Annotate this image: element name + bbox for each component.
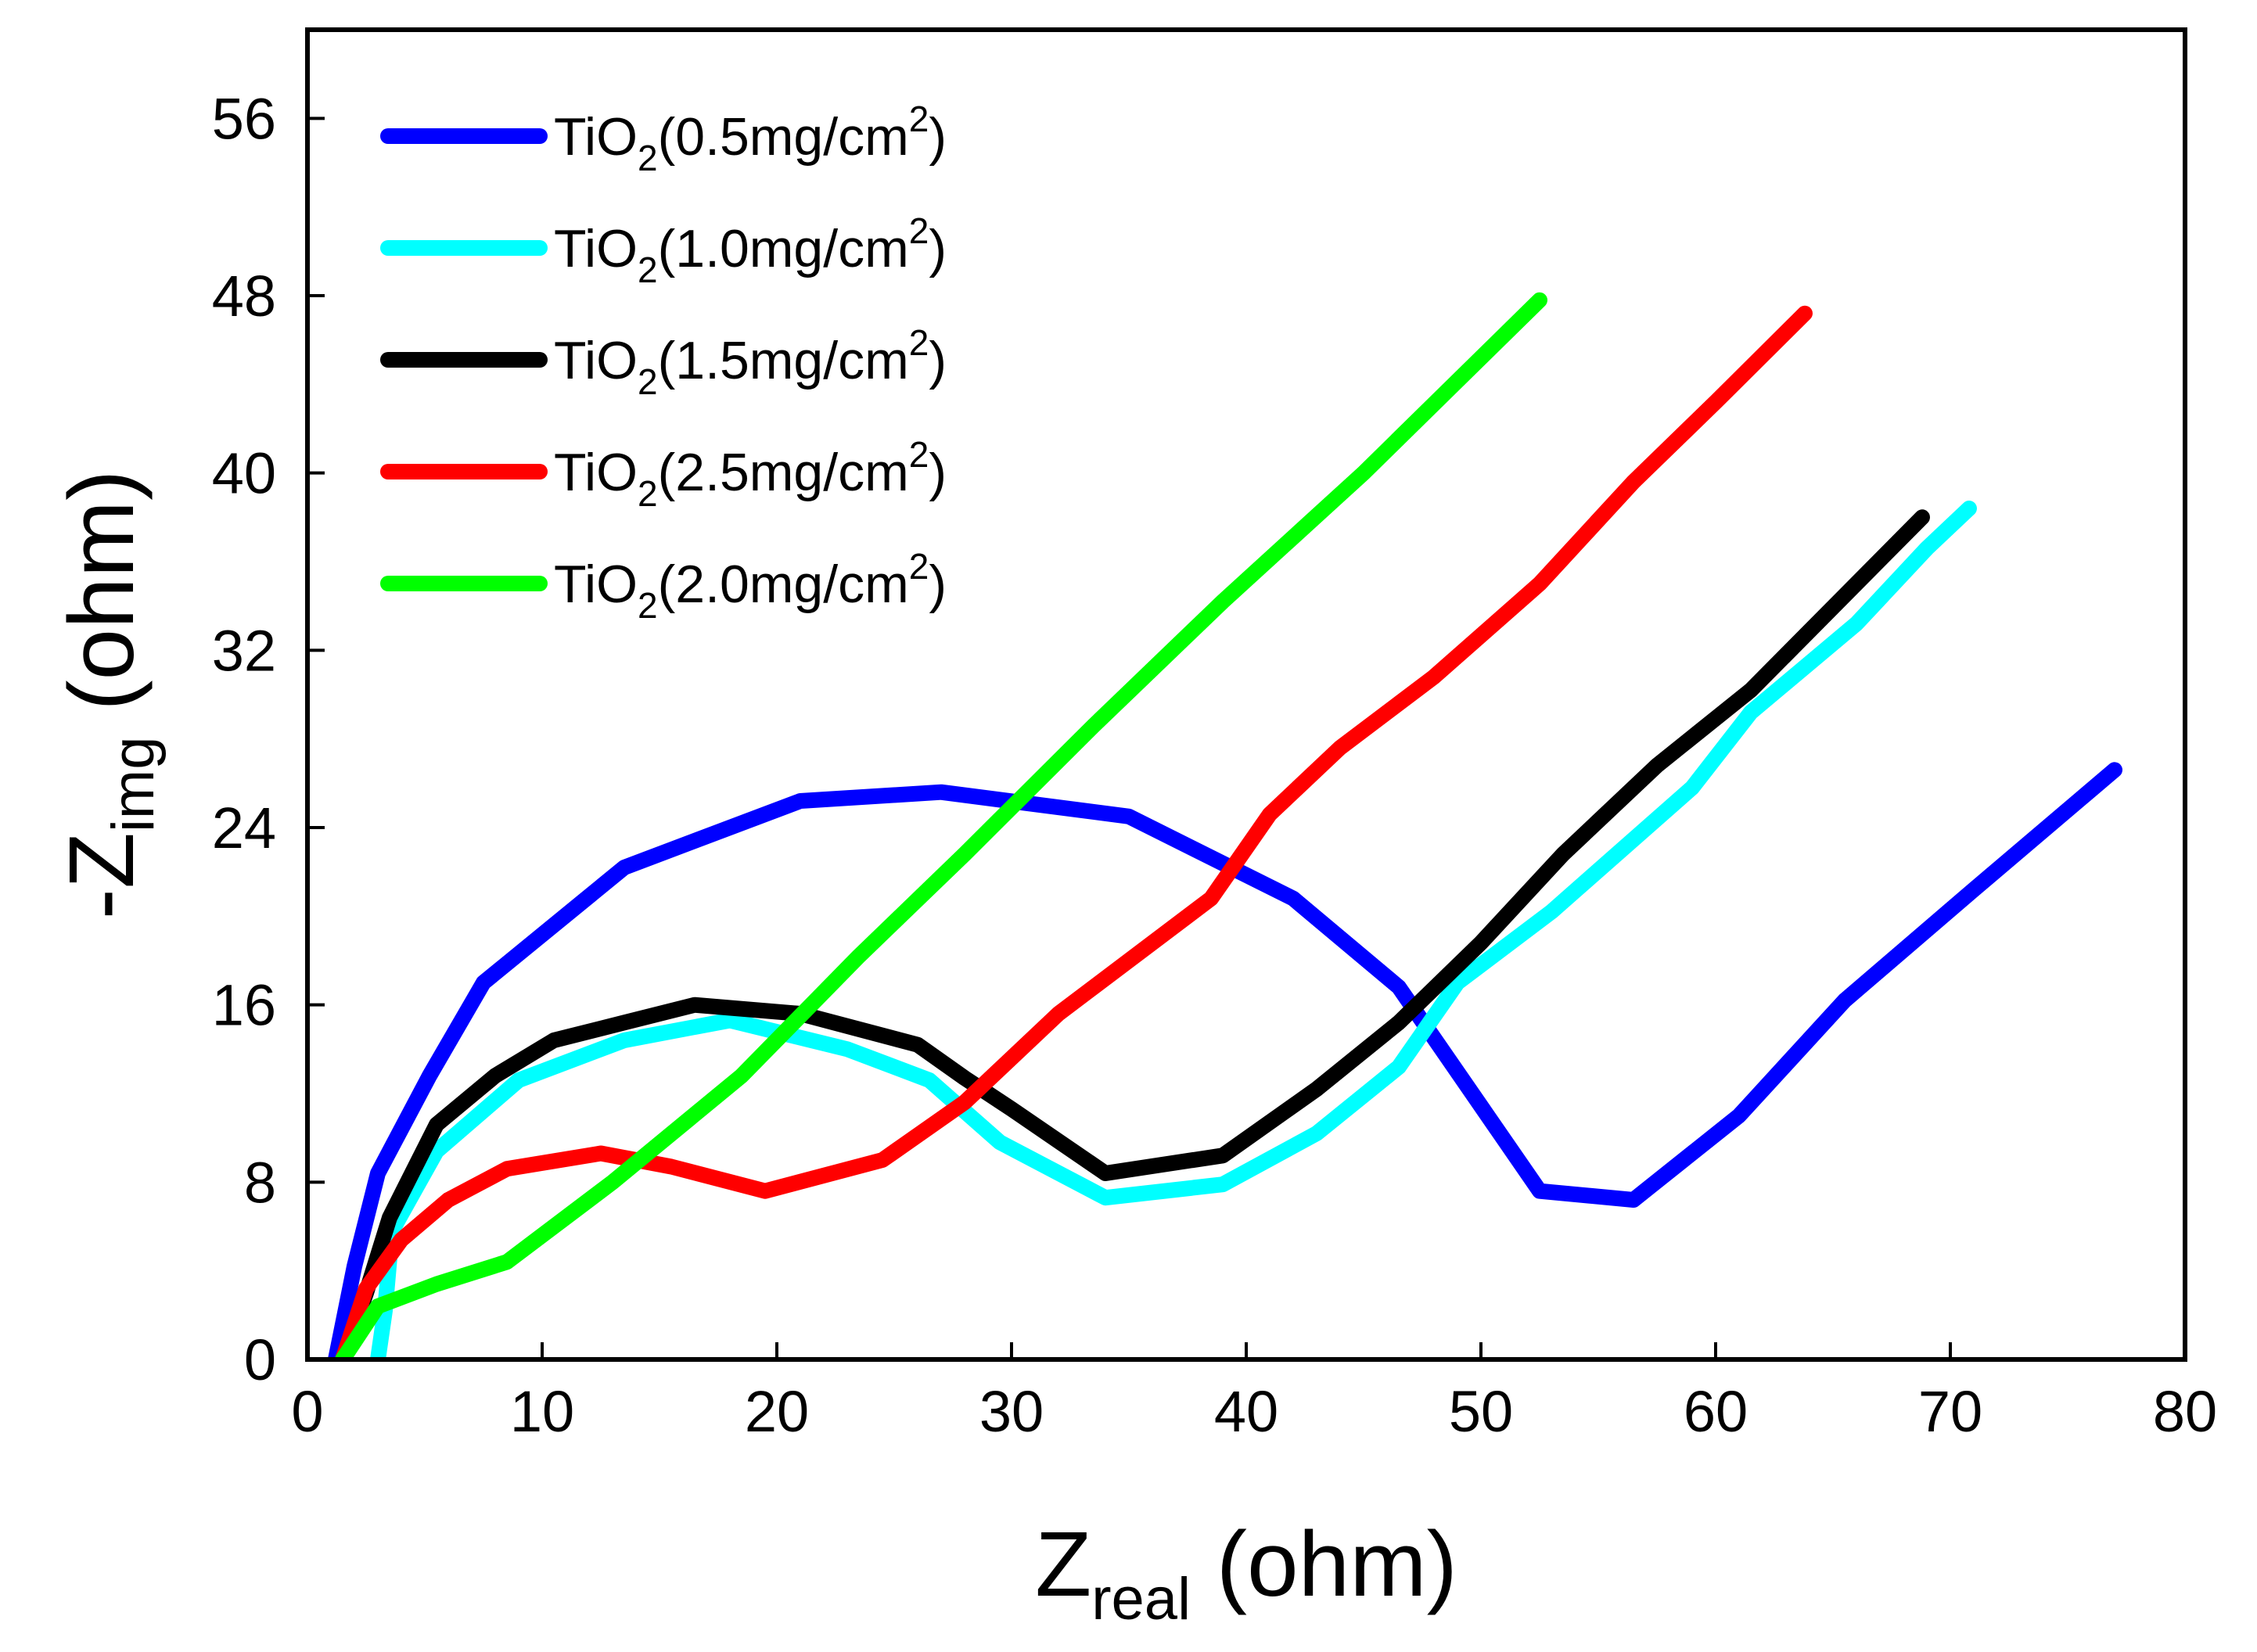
series-line-2 — [370, 501, 1977, 1359]
x-tick-label: 10 — [510, 1379, 574, 1444]
y-tick-label: 16 — [212, 973, 276, 1038]
x-tick-label: 40 — [1214, 1379, 1278, 1444]
legend-label-3: TiO2(1.5mg/cm2) — [554, 322, 947, 402]
legend-label-5: TiO2(2.0mg/cm2) — [554, 546, 947, 626]
legend-label-4: TiO2(2.5mg/cm2) — [554, 434, 947, 514]
y-tick-label: 24 — [212, 795, 276, 860]
y-tick-label: 0 — [244, 1327, 276, 1392]
series-line-1 — [328, 762, 2122, 1359]
legend-label-1: TiO2(0.5mg/cm2) — [554, 99, 947, 178]
y-axis-title: -Zimg (ohm) — [50, 470, 167, 920]
x-tick-label: 0 — [291, 1379, 323, 1444]
y-tick-label: 56 — [212, 86, 276, 151]
y-tick-label: 40 — [212, 441, 276, 506]
x-tick-label: 50 — [1449, 1379, 1513, 1444]
x-tick-label: 60 — [1684, 1379, 1748, 1444]
series-line-5 — [335, 292, 1547, 1359]
series-line-4 — [335, 305, 1813, 1359]
y-tick-label: 32 — [212, 618, 276, 683]
y-tick-label: 48 — [212, 264, 276, 329]
x-tick-label: 20 — [745, 1379, 809, 1444]
legend-label-2: TiO2(1.0mg/cm2) — [554, 210, 947, 290]
x-axis-title: Zreal (ohm) — [1035, 1513, 1457, 1632]
x-tick-label: 30 — [979, 1379, 1044, 1444]
series-line-3 — [335, 509, 1930, 1359]
y-tick-label: 8 — [244, 1150, 276, 1215]
x-tick-label: 80 — [2153, 1379, 2217, 1444]
x-tick-label: 70 — [1918, 1379, 1982, 1444]
